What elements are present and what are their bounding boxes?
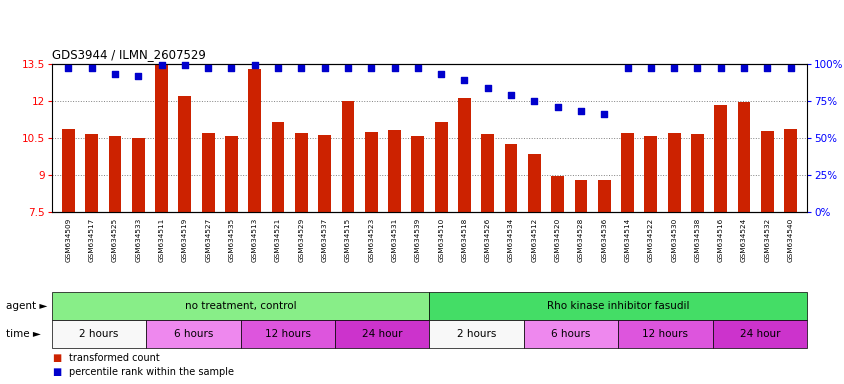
Bar [271, 122, 284, 212]
Bar [411, 136, 424, 212]
Bar [429, 292, 806, 320]
Point [225, 65, 238, 71]
Bar [528, 154, 540, 212]
Bar [387, 130, 401, 212]
Bar [618, 320, 711, 348]
Bar [132, 138, 144, 212]
Bar [434, 122, 447, 212]
Bar [620, 133, 633, 212]
Point [410, 65, 424, 71]
Bar [52, 292, 429, 320]
Point [84, 65, 98, 71]
Bar [318, 135, 331, 212]
Point [480, 84, 494, 91]
Point [737, 65, 750, 71]
Bar [504, 144, 517, 212]
Point [62, 65, 75, 71]
Bar [85, 134, 98, 212]
Point [295, 65, 308, 71]
Point [154, 63, 168, 69]
Bar [108, 136, 122, 212]
Bar [550, 176, 564, 212]
Text: no treatment, control: no treatment, control [185, 301, 296, 311]
Point [271, 65, 284, 71]
Point [434, 71, 447, 78]
Bar [760, 131, 773, 212]
Bar [481, 134, 494, 212]
Point [317, 65, 331, 71]
Text: transformed count: transformed count [69, 353, 160, 362]
Bar [713, 105, 727, 212]
Text: percentile rank within the sample: percentile rank within the sample [69, 367, 234, 377]
Point [387, 65, 401, 71]
Point [690, 65, 703, 71]
Bar [574, 180, 587, 212]
Bar [523, 320, 618, 348]
Bar [644, 136, 657, 212]
Bar [365, 132, 377, 212]
Bar [429, 320, 523, 348]
Point [504, 92, 517, 98]
Point [760, 65, 773, 71]
Point [550, 104, 564, 110]
Point [597, 111, 610, 118]
Point [574, 108, 587, 114]
Bar [52, 320, 146, 348]
Bar [457, 98, 470, 212]
Bar [690, 134, 703, 212]
Text: Rho kinase inhibitor fasudil: Rho kinase inhibitor fasudil [546, 301, 689, 311]
Point [178, 63, 192, 69]
Text: agent ►: agent ► [6, 301, 47, 311]
Point [341, 65, 354, 71]
Text: 2 hours: 2 hours [79, 329, 119, 339]
Point [201, 65, 214, 71]
Text: 24 hour: 24 hour [361, 329, 402, 339]
Point [783, 65, 797, 71]
Bar [241, 320, 335, 348]
Bar [62, 129, 74, 212]
Text: time ►: time ► [6, 329, 41, 339]
Point [643, 65, 657, 71]
Bar [783, 129, 796, 212]
Text: 6 hours: 6 hours [551, 329, 590, 339]
Bar [667, 133, 679, 212]
Text: 2 hours: 2 hours [457, 329, 495, 339]
Bar [202, 132, 214, 212]
Point [527, 98, 540, 104]
Bar [146, 320, 241, 348]
Text: 24 hour: 24 hour [738, 329, 779, 339]
Bar [225, 136, 237, 212]
Bar [341, 101, 354, 212]
Text: 6 hours: 6 hours [174, 329, 213, 339]
Text: ■: ■ [52, 353, 61, 362]
Bar [711, 320, 806, 348]
Bar [737, 102, 749, 212]
Text: ■: ■ [52, 367, 61, 377]
Point [457, 77, 471, 83]
Text: GDS3944 / ILMN_2607529: GDS3944 / ILMN_2607529 [52, 48, 206, 61]
Point [620, 65, 634, 71]
Point [364, 65, 377, 71]
Point [713, 65, 727, 71]
Text: 12 hours: 12 hours [265, 329, 311, 339]
Bar [295, 132, 307, 212]
Bar [178, 96, 191, 212]
Point [667, 65, 680, 71]
Point [132, 73, 145, 79]
Bar [248, 69, 261, 212]
Bar [155, 65, 168, 212]
Text: 12 hours: 12 hours [641, 329, 688, 339]
Bar [335, 320, 429, 348]
Bar [598, 180, 610, 212]
Point [247, 63, 261, 69]
Point [108, 71, 122, 78]
